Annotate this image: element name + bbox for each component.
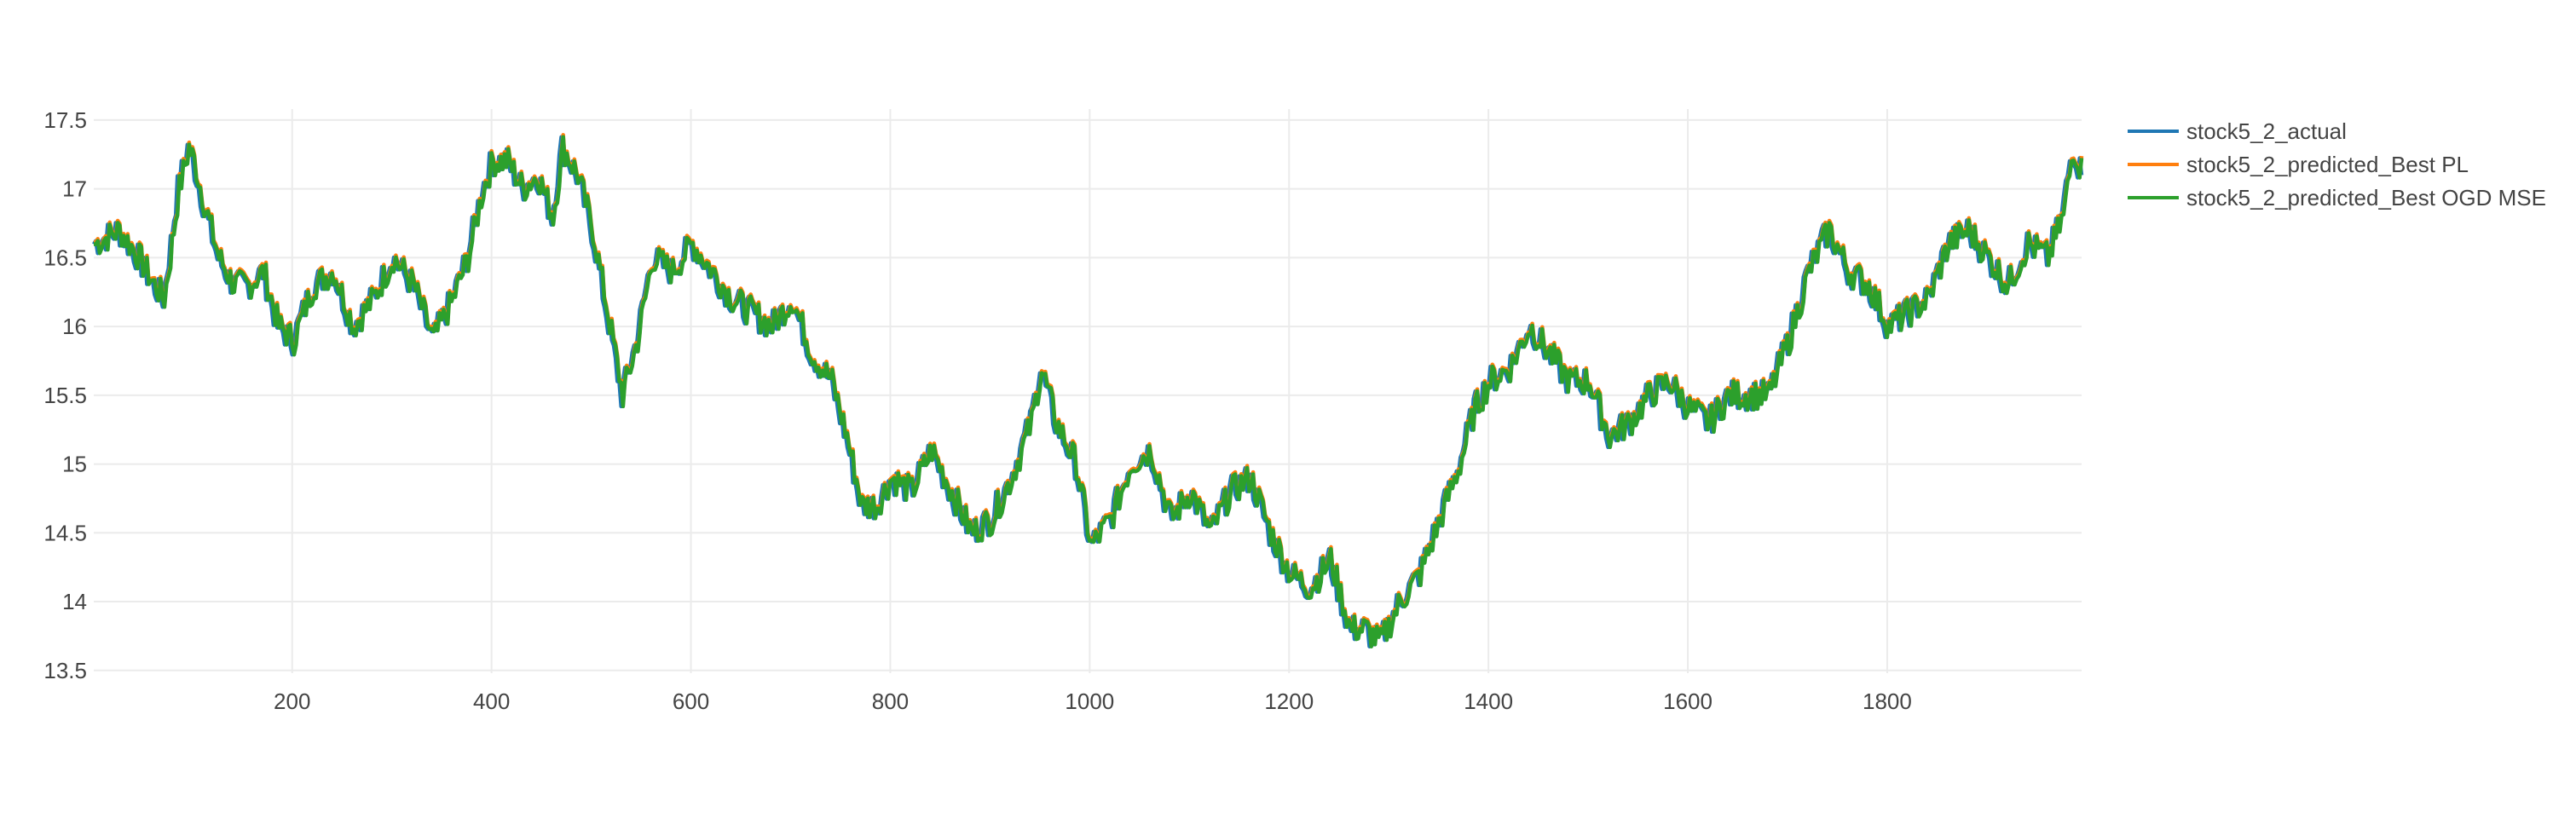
y-tick-label: 16	[62, 314, 87, 339]
y-tick-label: 15	[62, 452, 87, 477]
y-tick-label: 17.5	[43, 107, 87, 133]
legend-label-actual: stock5_2_actual	[2186, 118, 2347, 144]
x-tick-label: 1200	[1264, 689, 1314, 714]
series-lines	[92, 133, 2084, 648]
legend-label-best-ogd-mse: stock5_2_predicted_Best OGD MSE	[2186, 185, 2546, 210]
grid	[94, 109, 2082, 673]
x-tick-label: 1400	[1464, 689, 1513, 714]
legend-item-best-pl[interactable]: stock5_2_predicted_Best PL	[2128, 152, 2469, 177]
legend-label-best-pl: stock5_2_predicted_Best PL	[2186, 152, 2469, 177]
y-tick-label: 14	[62, 589, 87, 614]
x-tick-label: 400	[473, 689, 510, 714]
x-tick-label: 600	[673, 689, 709, 714]
series-line-best-pl	[94, 133, 2084, 647]
legend-item-best-ogd-mse[interactable]: stock5_2_predicted_Best OGD MSE	[2128, 185, 2546, 210]
axes: 13.5 14 14.5 15 15.5 16 16.5 17 17.5 200 400 600 800…	[43, 107, 1911, 714]
y-tick-label: 14.5	[43, 520, 87, 545]
legend-item-actual[interactable]: stock5_2_actual	[2128, 118, 2347, 144]
legend[interactable]: stock5_2_actual stock5_2_predicted_Best …	[2128, 118, 2546, 210]
y-tick-label: 13.5	[43, 658, 87, 683]
x-tick-label: 1800	[1863, 689, 1912, 714]
x-tick-label: 800	[872, 689, 909, 714]
y-tick-label: 17	[62, 176, 87, 202]
y-tick-label: 16.5	[43, 245, 87, 270]
series-line-actual	[92, 135, 2084, 648]
y-tick-label: 15.5	[43, 383, 87, 408]
x-tick-label: 1600	[1663, 689, 1713, 714]
series-line-best-ogd-mse	[94, 135, 2084, 648]
x-tick-label: 200	[274, 689, 310, 714]
x-tick-label: 1000	[1065, 689, 1114, 714]
